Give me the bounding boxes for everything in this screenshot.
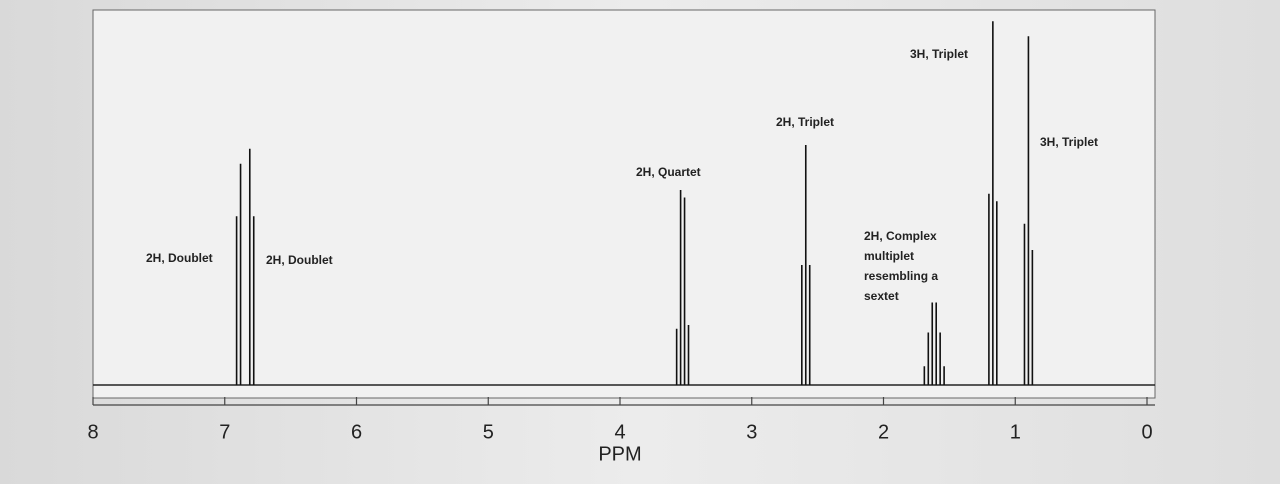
- x-tick-label: 0: [1141, 421, 1152, 443]
- x-tick-label: 6: [351, 421, 362, 443]
- annotation: 2H, Quartet: [636, 165, 701, 179]
- annotation: 2H, Doublet: [146, 251, 213, 265]
- x-tick-label: 8: [87, 421, 98, 443]
- x-tick-label: 2: [878, 421, 889, 443]
- x-tick-label: 1: [1010, 421, 1021, 443]
- annotation: 2H, Complex multiplet resembling a sexte…: [864, 229, 939, 303]
- plot-frame: [92, 9, 1156, 399]
- x-tick-label: 3: [746, 421, 757, 443]
- annotation: 3H, Triplet: [1040, 135, 1099, 149]
- x-tick-label: 7: [219, 421, 230, 443]
- annotation: 3H, Triplet: [910, 47, 969, 61]
- annotation: 2H, Doublet: [266, 253, 333, 267]
- x-tick-label: 5: [483, 421, 494, 443]
- annotation: 2H, Triplet: [776, 115, 835, 129]
- x-tick-label: 4: [614, 421, 625, 443]
- x-axis-label: PPM: [598, 443, 641, 465]
